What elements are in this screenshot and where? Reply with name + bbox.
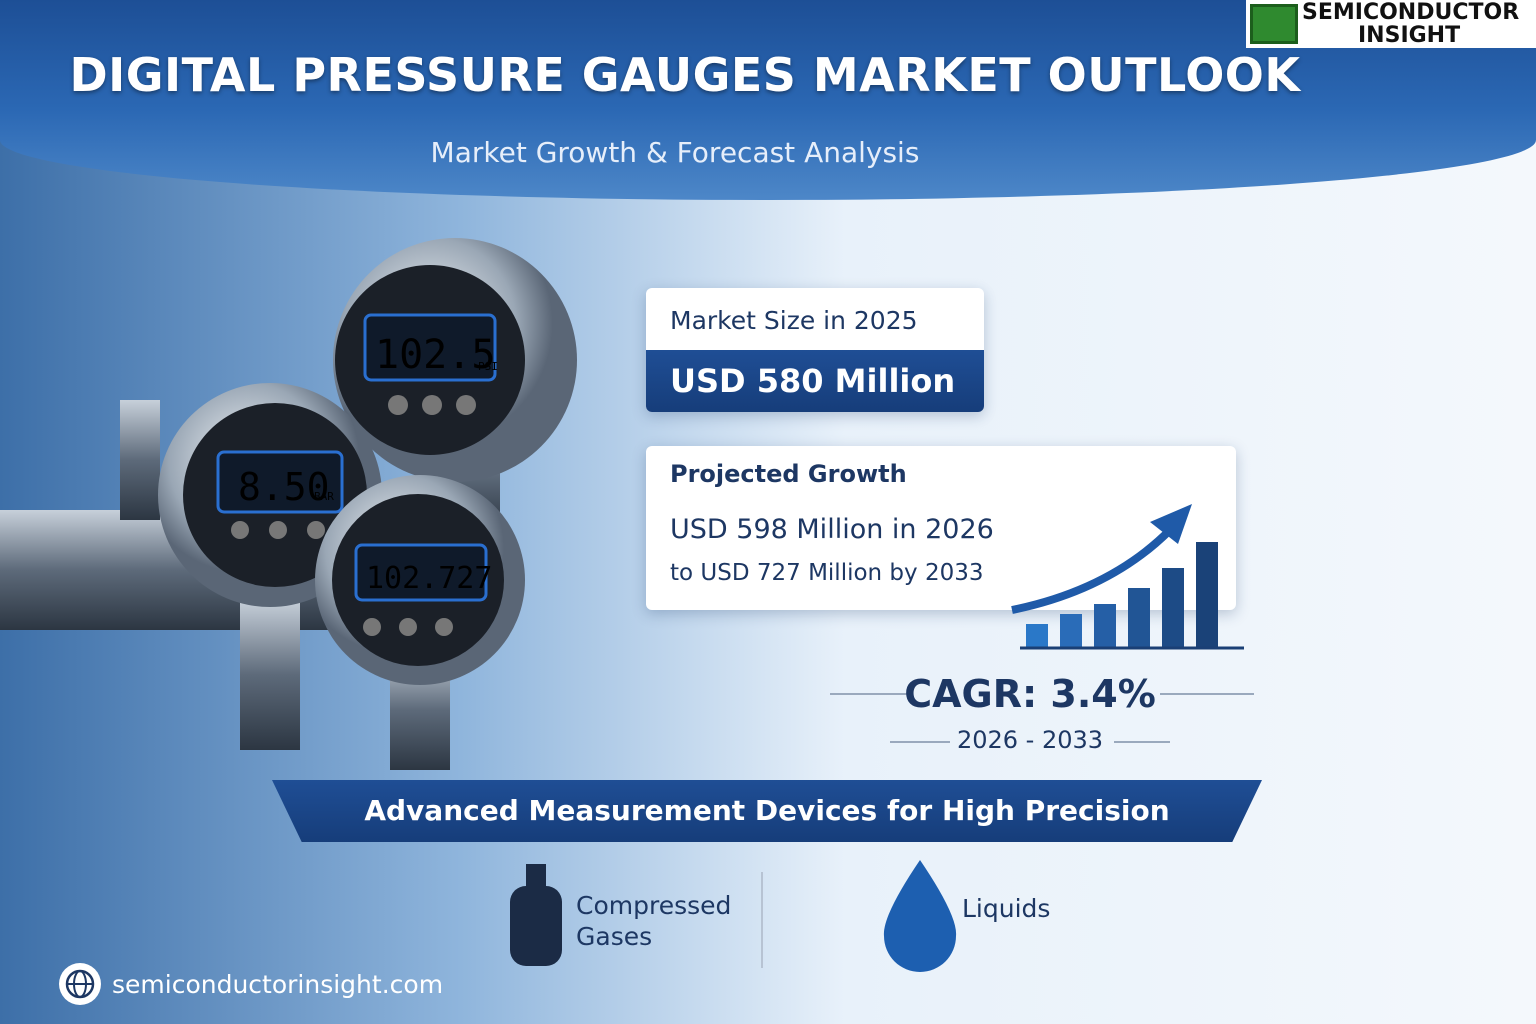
website[interactable]: semiconductorinsight.com	[112, 970, 444, 999]
gauge-reading: 102.5	[375, 332, 495, 378]
banner-text: Advanced Measurement Devices for High Pr…	[364, 794, 1170, 827]
logo-text: SEMICONDUCTOR	[1302, 0, 1520, 25]
button	[399, 618, 417, 636]
card-label: Market Size in 2025	[670, 306, 918, 335]
globe-icon	[59, 963, 101, 1005]
gauge-unit: BAR	[314, 490, 334, 503]
cagr: CAGR: 3.4%	[904, 672, 1156, 716]
application-label: Compressed Gases	[576, 891, 732, 951]
button	[456, 395, 476, 415]
market-size-card: Market Size in 2025 USD 580 Million	[646, 288, 984, 412]
gauge-display	[363, 313, 497, 382]
gauge-reading: 102.727	[366, 561, 492, 596]
banner: Advanced Measurement Devices for High Pr…	[272, 780, 1262, 842]
subtitle: Market Growth & Forecast Analysis	[430, 136, 920, 169]
logo-text: INSIGHT	[1358, 23, 1461, 48]
icon-bar	[1026, 624, 1048, 648]
growth-icon	[1011, 504, 1244, 650]
button	[388, 395, 408, 415]
card-value: USD 580 Million	[670, 362, 956, 400]
logo-icon	[1250, 4, 1298, 44]
gauge-display	[354, 543, 488, 602]
button	[422, 395, 442, 415]
icon-bar	[1162, 568, 1184, 648]
icon-bar	[1128, 588, 1150, 648]
gauge-unit: PSI	[478, 360, 498, 373]
title: DIGITAL PRESSURE GAUGES MARKET OUTLOOK	[69, 48, 1301, 102]
button	[269, 521, 287, 539]
button	[307, 521, 325, 539]
application-label: Liquids	[962, 894, 1051, 923]
card-value-band: USD 580 Million	[646, 350, 984, 412]
cagr-period: 2026 - 2033	[956, 726, 1104, 754]
icon-bar	[1196, 542, 1218, 648]
logo: SEMICONDUCTOR INSIGHT	[1246, 0, 1536, 48]
gauge-display	[216, 450, 344, 514]
growth-line: to USD 727 Million by 2033	[670, 560, 984, 586]
pipe	[120, 400, 160, 520]
fitting	[240, 600, 300, 750]
button	[435, 618, 453, 636]
droplet	[883, 860, 957, 972]
application-icons	[510, 860, 957, 972]
cylinder-valve	[526, 864, 546, 888]
card-label: Projected Growth	[670, 460, 907, 488]
icon-arrowhead	[1150, 504, 1192, 544]
gauge-reading: 8.50	[238, 465, 330, 509]
gas-cylinder	[510, 886, 562, 966]
button	[363, 618, 381, 636]
cagr-rules	[830, 693, 1254, 743]
growth-card: Projected Growth USD 598 Million in 2026…	[646, 446, 1236, 610]
gauges-illustration: 102.5 PSI 8.50 BAR 102.727	[0, 238, 577, 770]
button	[231, 521, 249, 539]
icon-bar	[1060, 614, 1082, 648]
icon-arrow	[1011, 527, 1173, 614]
growth-line: USD 598 Million in 2026	[670, 514, 994, 545]
icon-bar	[1094, 604, 1116, 648]
